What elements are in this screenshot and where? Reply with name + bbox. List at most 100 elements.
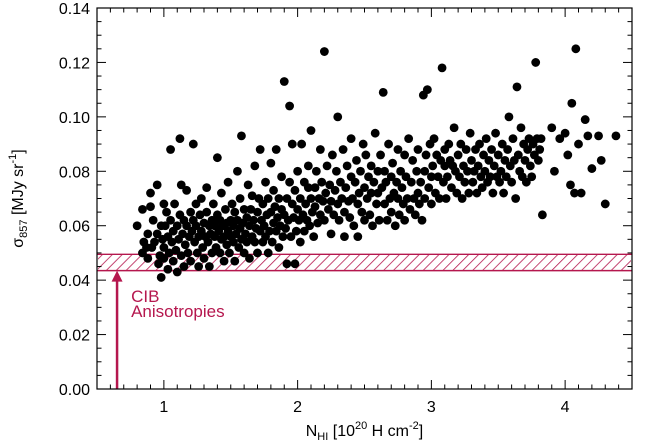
y-tick-label: 0.14 [59, 1, 90, 18]
data-point [341, 183, 351, 193]
data-point [287, 199, 297, 209]
data-point [413, 145, 423, 154]
data-point [328, 150, 337, 160]
data-point [417, 215, 427, 225]
data-point [241, 229, 250, 239]
y-tick-label: 0.00 [59, 382, 90, 399]
data-point [373, 166, 383, 176]
data-point [349, 221, 359, 231]
data-point [574, 139, 583, 149]
data-point [176, 180, 186, 190]
data-point [342, 161, 352, 171]
data-point [279, 77, 289, 86]
data-point [263, 194, 273, 203]
data-point [230, 207, 240, 217]
data-point [269, 185, 278, 195]
data-point [350, 177, 360, 187]
x-axis-label-end: ] [419, 423, 423, 440]
y-tick-label: 0.06 [59, 219, 90, 236]
data-point [179, 262, 189, 271]
data-point [460, 177, 470, 187]
data-point [229, 237, 238, 247]
data-point [365, 210, 375, 220]
data-point [600, 199, 610, 209]
data-point [566, 180, 575, 190]
data-point [270, 202, 280, 212]
data-point [250, 237, 260, 247]
data-point [183, 248, 193, 258]
data-point [172, 221, 182, 231]
data-point [525, 161, 535, 171]
data-point [405, 204, 415, 214]
x-axis-label-sup: 20 [355, 420, 367, 432]
data-point [428, 161, 438, 171]
data-point [250, 161, 260, 171]
data-point [278, 232, 288, 242]
data-point [361, 150, 371, 160]
data-point [611, 131, 621, 141]
data-point [393, 145, 403, 154]
data-point [500, 156, 510, 165]
data-point [523, 145, 533, 154]
data-point [437, 63, 447, 73]
data-point [293, 204, 303, 214]
data-point [495, 177, 504, 187]
data-point [369, 177, 379, 187]
data-point [480, 166, 490, 176]
data-point [353, 199, 363, 209]
data-point [337, 194, 347, 203]
axis-ticks: 1 2 3 4 0.00 0.02 0.04 0.06 0.08 0.10 0.12 0.14 [59, 1, 633, 416]
data-point [212, 153, 222, 163]
data-point [239, 204, 249, 214]
data-point [413, 188, 423, 198]
data-point [258, 199, 268, 209]
data-point [412, 166, 422, 176]
data-point [306, 194, 316, 203]
data-point [475, 139, 484, 149]
y-tick-label: 0.12 [59, 55, 90, 72]
data-point [381, 177, 391, 187]
data-point [306, 126, 316, 135]
data-point [501, 172, 511, 182]
data-point [429, 134, 439, 144]
data-point [282, 194, 292, 203]
data-point [318, 196, 328, 206]
data-point [467, 156, 476, 165]
data-point [221, 204, 230, 214]
data-point [513, 150, 523, 160]
data-point [223, 177, 233, 187]
data-point [321, 188, 331, 198]
data-point [167, 237, 177, 247]
data-point [464, 188, 474, 198]
y-tick-label: 0.10 [59, 110, 90, 127]
data-point [233, 166, 242, 176]
data-point [338, 145, 348, 154]
data-point [447, 183, 456, 193]
data-point [295, 194, 305, 203]
data-point [196, 194, 206, 203]
data-point [555, 134, 565, 144]
data-point [366, 188, 376, 198]
data-point [168, 256, 178, 266]
x-axis-label-tail: H cm [367, 423, 409, 440]
data-point [520, 156, 530, 165]
data-point [583, 131, 593, 141]
data-point [265, 226, 274, 236]
data-point [388, 158, 397, 168]
data-point [504, 112, 514, 122]
data-point [263, 248, 273, 258]
data-point [267, 237, 277, 247]
data-point [171, 245, 181, 255]
data-point [325, 180, 335, 190]
cib-band-hatch [98, 254, 631, 271]
data-point [239, 248, 249, 258]
data-point [384, 139, 393, 149]
data-point [148, 215, 158, 225]
data-point [291, 226, 301, 236]
data-point [396, 166, 406, 176]
data-point [152, 229, 162, 239]
data-point [484, 156, 494, 165]
data-point [170, 199, 179, 209]
data-point [406, 177, 416, 187]
data-point [497, 139, 507, 149]
